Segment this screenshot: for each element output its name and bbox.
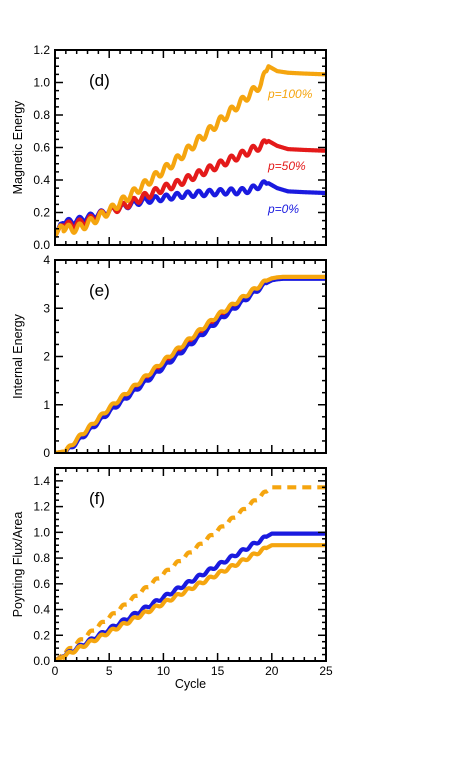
panel-label: (f) [89, 489, 105, 508]
y-tick-label: 1.2 [33, 500, 50, 514]
y-tick-label: 0 [43, 446, 50, 460]
series-line-p100 [55, 64, 326, 238]
panel-label: (e) [89, 281, 110, 300]
y-tick-label: 0.2 [33, 628, 50, 642]
y-tick-label: 0.4 [33, 173, 50, 187]
y-tick-label: 0.8 [33, 108, 50, 122]
series-line-2 [55, 274, 326, 453]
x-tick-label: 15 [211, 664, 225, 678]
series-line-0 [55, 485, 326, 661]
x-tick-label: 0 [52, 664, 59, 678]
y-tick-label: 0.6 [33, 141, 50, 155]
y-tick-label: 3 [43, 301, 50, 315]
y-axis-title: Poynting Flux/Area [11, 512, 25, 618]
y-tick-label: 1.0 [33, 525, 50, 539]
series-label: p=100% [267, 87, 313, 101]
y-tick-label: 2 [43, 350, 50, 364]
y-tick-label: 0.8 [33, 551, 50, 565]
y-tick-label: 4 [43, 253, 50, 267]
y-tick-label: 0.4 [33, 603, 50, 617]
y-tick-label: 1.4 [33, 474, 50, 488]
x-tick-label: 5 [106, 664, 113, 678]
panel-d: 0.0 0.2 0.4 0.6 0.8 1.0 1.2 Magnetic Energy (d) p… [11, 43, 327, 252]
x-tick-label: 20 [265, 664, 279, 678]
x-tick-label: 10 [157, 664, 171, 678]
y-tick-label: 1.0 [33, 76, 50, 90]
series-label: p=0% [267, 202, 299, 216]
y-tick-label: 1.2 [33, 43, 50, 57]
y-tick-label: 0.0 [33, 238, 50, 252]
series-line-2 [55, 543, 326, 661]
panel-f: 0 5 10 15 20 25 0.0 0.2 0.4 0.6 0.8 1.0 1.2 1.4 Poynti… [11, 467, 333, 691]
x-tick-label: 25 [319, 664, 333, 678]
y-tick-label: 0.0 [33, 654, 50, 668]
x-axis-title: Cycle [175, 677, 206, 691]
panel-e: 0 1 2 3 4 Internal Energy (e) [11, 253, 327, 460]
y-axis-title: Internal Energy [11, 313, 25, 399]
panel-label: (d) [89, 71, 110, 90]
y-axis-title: Magnetic Energy [11, 100, 25, 195]
series-line-1 [55, 276, 326, 453]
y-tick-label: 0.6 [33, 577, 50, 591]
y-tick-label: 1 [43, 398, 50, 412]
series-label: p=50% [267, 159, 306, 173]
y-tick-label: 0.2 [33, 206, 50, 220]
